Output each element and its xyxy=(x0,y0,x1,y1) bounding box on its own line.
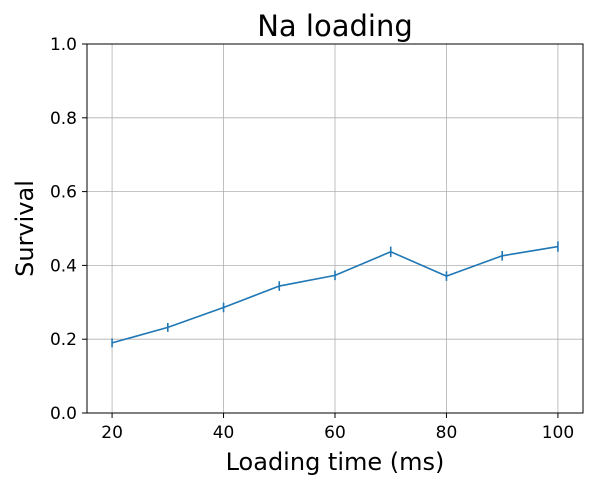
y-tick-label: 0.2 xyxy=(50,330,77,350)
x-axis-title: Loading time (ms) xyxy=(226,448,445,476)
y-axis-title: Survival xyxy=(11,180,39,277)
x-tick-label: 40 xyxy=(213,423,235,443)
y-tick-label: 1.0 xyxy=(50,35,77,55)
x-tick-label: 100 xyxy=(542,423,574,443)
y-tick-label: 0.8 xyxy=(50,109,77,129)
y-tick-label: 0.0 xyxy=(50,404,77,424)
chart-title: Na loading xyxy=(257,9,413,43)
x-tick-label: 60 xyxy=(324,423,346,443)
x-tick-label: 20 xyxy=(101,423,123,443)
series-survival xyxy=(111,241,559,348)
ticks: 20 40 60 80 100 0.0 0.2 0.4 0.6 0.8 1.0 xyxy=(50,35,574,443)
grid xyxy=(87,43,583,414)
y-tick-label: 0.4 xyxy=(50,256,77,276)
x-tick-label: 80 xyxy=(436,423,458,443)
y-tick-label: 0.6 xyxy=(50,183,77,203)
